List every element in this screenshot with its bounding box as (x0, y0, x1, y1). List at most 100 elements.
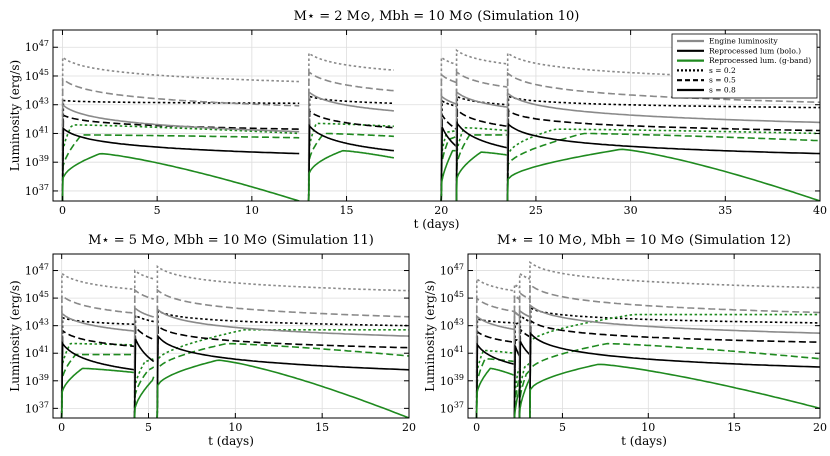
ytick-label: 1045 (25, 290, 49, 305)
ytick-label: 1041 (440, 345, 464, 360)
legend-entry-1: Reprocessed lum (bolo.) (709, 46, 801, 55)
bolo-curve-s2-f1 (513, 344, 521, 418)
engine-curve-s1-f2 (518, 290, 531, 418)
bolo-curve-s1-f0 (60, 328, 135, 418)
bolo-curve-s1-f2 (156, 324, 409, 418)
engine-curve-s1-f0 (475, 296, 515, 418)
xtick-label: 15 (727, 421, 741, 434)
ytick-label: 1043 (25, 318, 49, 333)
gband-curve-s2-f0 (475, 367, 515, 418)
ytick-label: 1037 (25, 400, 49, 415)
engine-curve-s2-f1 (513, 310, 521, 418)
engine-curve-s1-f3 (528, 282, 820, 418)
legend-entry-3: s = 0.2 (709, 66, 736, 75)
xtick-label: 10 (245, 204, 259, 217)
panel-1: 0 5 10 15 20 1037 1039 1041 1043 1045 1047 t (days)… (8, 233, 416, 448)
bolo-curve-s2-f2 (440, 126, 457, 201)
x-axis-label: t (days) (621, 434, 667, 448)
engine-curve-s0-f0 (475, 276, 515, 418)
engine-curve-s2-f1 (307, 90, 394, 201)
legend-entry-0: Engine luminosity (709, 37, 779, 46)
xtick-label: 25 (529, 204, 543, 217)
gband-curve-s1-f3 (455, 134, 508, 201)
axes-frame (52, 253, 410, 419)
gband-curve-s0-f2 (440, 129, 457, 201)
engine-curve-s1-f3 (455, 69, 508, 201)
legend-entry-2: Reprocessed lum. (g-band) (709, 56, 811, 65)
bolo-curve-s1-f4 (506, 109, 820, 201)
xtick-label: 40 (813, 204, 827, 217)
gband-curve-s1-f1 (133, 366, 155, 418)
gband-curve-s0-f3 (455, 126, 508, 201)
xtick-label: 35 (718, 204, 732, 217)
engine-curve-s2-f0 (61, 103, 300, 201)
xtick-label: 20 (402, 421, 416, 434)
xtick-label: 20 (813, 421, 827, 434)
bolo-curve-s2-f4 (506, 122, 820, 201)
gband-curve-s2-f2 (440, 149, 457, 201)
engine-curve-s2-f2 (518, 308, 531, 418)
engine-curve-s0-f1 (307, 51, 394, 201)
x-axis-label: t (days) (208, 434, 254, 448)
bolo-curve-s2-f3 (455, 121, 508, 201)
bolo-curve-s0-f1 (307, 95, 394, 201)
y-axis-label: Luminosity (erg/s) (8, 60, 22, 171)
ytick-label: 1039 (25, 154, 49, 169)
engine-curve-s1-f1 (513, 293, 521, 418)
gband-curve-s2-f2 (156, 359, 409, 418)
legend-box (671, 33, 818, 99)
series-group (475, 260, 820, 418)
chart-title: M⋆ = 10 M⊙, Mbh = 10 M⊙ (Simulation 12) (497, 233, 791, 248)
gband-curve-s0-f1 (307, 122, 394, 201)
gband-curve-s2-f1 (513, 387, 521, 418)
gband-curve-s0-f1 (133, 357, 155, 418)
bolo-curve-s1-f1 (307, 109, 394, 201)
bolo-curve-s1-f1 (133, 324, 154, 418)
bolo-curve-s2-f0 (61, 126, 300, 201)
ytick-label: 1045 (440, 290, 464, 305)
gband-curve-s1-f2 (156, 342, 409, 418)
gband-curve-s2-f4 (506, 148, 820, 201)
bolo-curve-s2-f0 (475, 342, 515, 418)
engine-curve-s0-f3 (528, 260, 820, 418)
engine-curve-s2-f3 (455, 90, 508, 201)
bolo-curve-s2-f2 (518, 341, 531, 418)
ytick-label: 1039 (25, 373, 49, 388)
axes-frame (467, 253, 821, 419)
xtick-label: 0 (59, 204, 66, 217)
bolo-curve-s1-f0 (475, 330, 515, 418)
ytick-label: 1041 (25, 345, 49, 360)
xtick-label: 5 (154, 204, 161, 217)
ytick-label: 1043 (25, 97, 49, 112)
ytick-label: 1043 (440, 318, 464, 333)
bolo-curve-s1-f2 (440, 114, 457, 201)
gband-curve-s0-f1 (513, 368, 521, 418)
bolo-curve-s0-f0 (475, 318, 515, 418)
gband-curve-s1-f0 (61, 134, 300, 201)
engine-curve-s1-f1 (133, 288, 155, 418)
engine-curve-s1-f4 (506, 71, 820, 201)
chart-title: M⋆ = 2 M⊙, Mbh = 10 M⊙ (Simulation 10) (294, 9, 580, 24)
engine-curve-s0-f1 (513, 283, 521, 418)
ytick-label: 1047 (25, 263, 49, 278)
engine-curve-s1-f1 (307, 70, 394, 201)
bolo-curve-s1-f3 (529, 319, 820, 418)
engine-curve-s2-f2 (156, 307, 409, 418)
engine-curve-s2-f4 (506, 91, 820, 201)
gband-curve-s0-f3 (529, 313, 820, 418)
gband-curve-s2-f1 (133, 376, 155, 418)
gband-curve-s0-f2 (518, 362, 531, 418)
bolo-curve-s1-f2 (518, 327, 531, 418)
xtick-label: 0 (473, 421, 480, 434)
bolo-curve-s0-f3 (455, 95, 508, 201)
xtick-label: 30 (624, 204, 638, 217)
bolo-curve-s0-f2 (518, 313, 531, 418)
legend-entry-4: s = 0.5 (709, 76, 736, 85)
x-axis-label: t (days) (414, 217, 460, 231)
ytick-label: 1041 (25, 125, 49, 140)
engine-curve-s0-f2 (518, 271, 531, 418)
ytick-label: 1045 (25, 68, 49, 83)
bolo-curve-s2-f1 (307, 124, 394, 201)
